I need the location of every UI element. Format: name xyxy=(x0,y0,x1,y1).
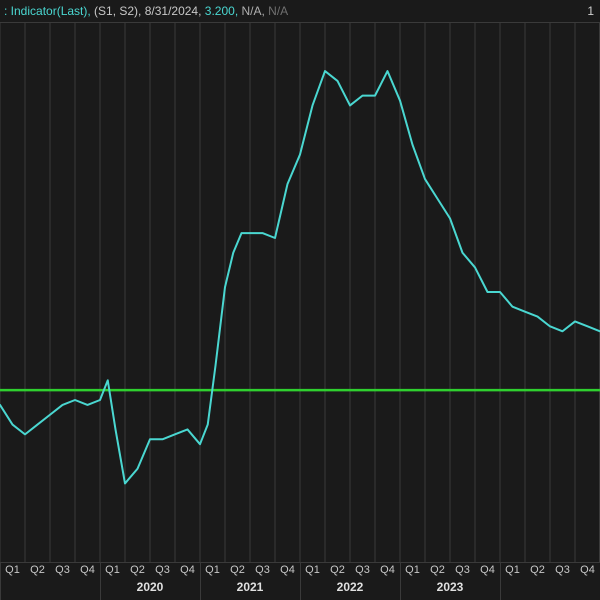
terminal-chart: : Indicator(Last), (S1, S2), 8/31/2024, … xyxy=(0,0,600,600)
quarter-label: Q4 xyxy=(380,564,395,576)
quarter-label: Q4 xyxy=(280,564,295,576)
year-separator xyxy=(400,563,401,600)
quarter-label: Q1 xyxy=(105,564,120,576)
year-separator xyxy=(100,563,101,600)
quarter-label: Q3 xyxy=(455,564,470,576)
quarter-label: Q2 xyxy=(130,564,145,576)
quarter-label: Q4 xyxy=(180,564,195,576)
quarter-label: Q4 xyxy=(480,564,495,576)
quarter-label: Q3 xyxy=(155,564,170,576)
quarter-label: Q4 xyxy=(80,564,95,576)
year-label: 2020 xyxy=(137,580,164,594)
year-label: 2021 xyxy=(237,580,264,594)
chart-header: : Indicator(Last), (S1, S2), 8/31/2024, … xyxy=(0,0,600,23)
header-segment: (S1, S2), xyxy=(91,4,142,18)
quarter-label: Q2 xyxy=(530,564,545,576)
quarter-label: Q2 xyxy=(230,564,245,576)
quarter-label: Q1 xyxy=(5,564,20,576)
header-segment: 8/31/2024, xyxy=(141,4,201,18)
year-separator xyxy=(200,563,201,600)
plot-area xyxy=(0,22,600,562)
quarter-label: Q2 xyxy=(30,564,45,576)
quarter-label: Q1 xyxy=(305,564,320,576)
header-segment: 3.200, xyxy=(201,4,238,18)
header-segment: N/A, xyxy=(238,4,265,18)
quarter-label: Q4 xyxy=(580,564,595,576)
quarter-label: Q3 xyxy=(255,564,270,576)
x-axis: Q1 Q2 Q3 Q4 Q1 Q2 Q3 Q4 Q1 Q2 Q3 Q4 Q1 Q2 Q3 Q4 Q1 Q2 Q3 Q4… xyxy=(0,562,600,600)
year-separator xyxy=(500,563,501,600)
quarter-label: Q3 xyxy=(55,564,70,576)
quarter-label: Q2 xyxy=(330,564,345,576)
header-segment: : Indicator(Last), xyxy=(4,4,91,18)
quarter-label: Q1 xyxy=(405,564,420,576)
header-segment: N/A xyxy=(265,4,288,18)
line-chart-svg xyxy=(0,22,600,562)
quarter-label: Q1 xyxy=(205,564,220,576)
year-separator xyxy=(0,563,1,600)
quarter-label: Q3 xyxy=(555,564,570,576)
quarter-label: Q2 xyxy=(430,564,445,576)
header-right-value: 1 xyxy=(587,0,594,22)
year-separator xyxy=(300,563,301,600)
year-label: 2022 xyxy=(337,580,364,594)
quarter-label: Q1 xyxy=(505,564,520,576)
quarter-label: Q3 xyxy=(355,564,370,576)
year-label: 2023 xyxy=(437,580,464,594)
